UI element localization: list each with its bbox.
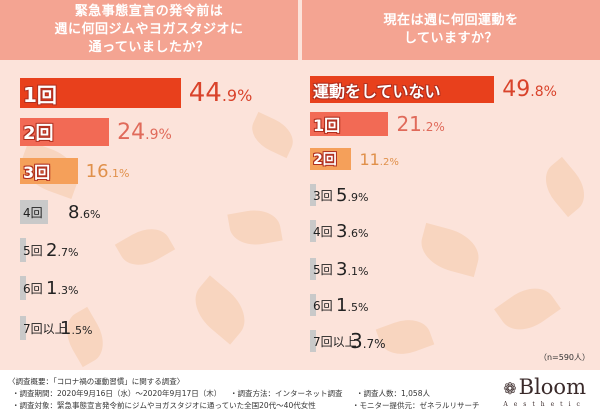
bar-value-label: 1.5% bbox=[336, 294, 369, 316]
bar-value-label: 2.7% bbox=[46, 239, 79, 261]
bar-row: 1回 21.2% bbox=[310, 112, 445, 136]
survey-method: ・調査方法：インターネット調査 bbox=[230, 389, 343, 398]
bar-category-label: 4回 bbox=[23, 205, 43, 220]
title-line: していますか？ bbox=[403, 31, 499, 46]
survey-count: ・調査人数：1,058人 bbox=[356, 389, 430, 398]
bar-row: 6回 1.3% bbox=[20, 276, 78, 300]
bar-row: 5回 3.1% bbox=[310, 258, 368, 280]
bar-value-label: 3.1% bbox=[336, 258, 369, 280]
bar: 運動をしていない bbox=[310, 76, 495, 103]
logo-name: Bloom bbox=[518, 375, 586, 399]
background-pattern bbox=[14, 111, 595, 368]
bar-value-label: 1.5% bbox=[60, 317, 93, 339]
leaf-decoration bbox=[114, 219, 176, 275]
bar-row: 3回 16.1% bbox=[20, 158, 129, 184]
right-chart-title: 現在は週に何回運動を していますか？ bbox=[302, 0, 600, 60]
leaf-decoration bbox=[184, 275, 256, 345]
bar: 2回 bbox=[310, 148, 352, 170]
flower-icon: ❁ bbox=[503, 379, 517, 398]
bar-value-label: 44.9% bbox=[188, 78, 253, 108]
bar: 7回以上 bbox=[20, 316, 67, 340]
bar: 3回 bbox=[20, 158, 78, 184]
bar-value-label: 16.1% bbox=[85, 160, 130, 182]
bar-category-label: 7回以上 bbox=[313, 334, 357, 349]
survey-target: ・調査対象：緊急事態宣言発令前にジムやヨガスタジオに通っていた全国20代～40代… bbox=[12, 401, 316, 410]
leaf-decoration bbox=[535, 156, 595, 218]
bar-row: 7回以上 1.5% bbox=[20, 316, 92, 340]
bar-category-label: 7回以上 bbox=[23, 321, 67, 336]
title-line: 現在は週に何回運動を bbox=[383, 13, 519, 28]
leaf-decoration bbox=[494, 277, 561, 341]
bar-row: 運動をしていない 49.8% bbox=[310, 76, 557, 103]
bar-category-label: 3回 bbox=[23, 163, 51, 182]
bar: 6回 bbox=[20, 276, 43, 300]
bar-row: 3回 5.9% bbox=[310, 184, 368, 206]
bar-row: 6回 1.5% bbox=[310, 294, 368, 316]
leaf-decoration bbox=[245, 111, 300, 159]
bar-row: 2回 24.9% bbox=[20, 118, 172, 146]
bar-row: 2回 11.2% bbox=[310, 148, 399, 170]
bar-row: 7回以上 3.7% bbox=[310, 329, 386, 353]
logo-subtitle: Aesthetic bbox=[503, 401, 586, 408]
bar-value-label: 5.9% bbox=[336, 184, 369, 206]
bar-row: 4回 3.6% bbox=[310, 220, 368, 242]
bar-category-label: 1回 bbox=[313, 116, 341, 135]
bar-value-label: 8.6% bbox=[68, 201, 101, 223]
bar: 4回 bbox=[310, 220, 333, 242]
bar-value-label: 11.2% bbox=[359, 149, 399, 169]
leaf-decoration bbox=[415, 222, 485, 278]
bar-category-label: 5回 bbox=[23, 243, 43, 258]
bar-row: 1回 44.9% bbox=[20, 78, 252, 108]
bar-value-label: 49.8% bbox=[502, 77, 557, 102]
bar-value-label: 24.9% bbox=[117, 119, 172, 145]
bar-category-label: 1回 bbox=[23, 82, 57, 107]
bloom-logo: ❁Bloom Aesthetic bbox=[503, 376, 586, 408]
bar-category-label: 2回 bbox=[23, 123, 54, 144]
bar-category-label: 6回 bbox=[23, 281, 43, 296]
bar-row: 5回 2.7% bbox=[20, 238, 78, 262]
bar-category-label: 6回 bbox=[313, 298, 333, 313]
sample-size-note: （n=590人） bbox=[538, 353, 590, 362]
bar-value-label: 3.6% bbox=[336, 220, 369, 242]
left-chart-title: 緊急事態宣言の発令前は 週に何回ジムやヨガスタジオに 通っていましたか？ bbox=[0, 0, 298, 60]
survey-provider: ・モニター提供元：ゼネラルリサーチ bbox=[352, 401, 480, 410]
bar-category-label: 5回 bbox=[313, 262, 333, 277]
bar-category-label: 運動をしていない bbox=[313, 81, 441, 101]
title-line: 緊急事態宣言の発令前は bbox=[74, 4, 224, 19]
leaf-decoration bbox=[227, 205, 283, 250]
bar-row: 4回 8.6% bbox=[20, 200, 100, 224]
title-line: 週に何回ジムやヨガスタジオに bbox=[54, 22, 244, 37]
bar: 6回 bbox=[310, 294, 333, 316]
title-line: 通っていましたか？ bbox=[88, 40, 210, 55]
survey-period: ・調査期間：2020年9月16日（水）～2020年9月17日（木） bbox=[12, 389, 222, 398]
bar: 5回 bbox=[20, 238, 43, 262]
bar: 5回 bbox=[310, 258, 333, 280]
survey-summary: 〈調査概要：「コロナ禍の運動習慣」に関する調査〉 bbox=[8, 377, 185, 386]
bar: 7回以上 bbox=[310, 330, 357, 352]
bar-category-label: 3回 bbox=[313, 188, 333, 203]
bar-category-label: 2回 bbox=[313, 152, 337, 168]
bar: 3回 bbox=[310, 184, 333, 206]
survey-footer: 〈調査概要：「コロナ禍の運動習慣」に関する調査〉 ・調査期間：2020年9月16… bbox=[0, 370, 600, 416]
bar-value-label: 1.3% bbox=[46, 277, 79, 299]
bar: 1回 bbox=[310, 112, 389, 136]
bar: 1回 bbox=[20, 78, 181, 108]
bar-value-label: 21.2% bbox=[396, 112, 445, 136]
bar-value-label: 3.7% bbox=[350, 329, 386, 353]
bar-category-label: 4回 bbox=[313, 224, 333, 239]
bar: 4回 bbox=[20, 200, 48, 224]
bar: 2回 bbox=[20, 118, 110, 146]
